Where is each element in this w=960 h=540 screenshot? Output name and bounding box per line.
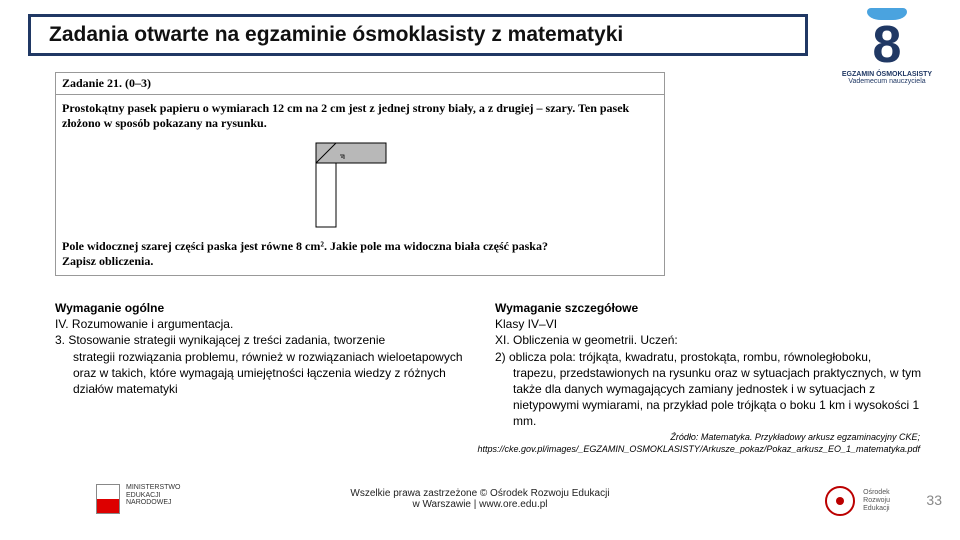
req-general-line2: 3. Stosowanie strategii wynikającej z tr…	[55, 333, 385, 347]
task-question: Pole widocznej szarej części paska jest …	[62, 239, 548, 253]
source-line2: https://cke.gov.pl/images/_EGZAMIN_OSMOK…	[477, 444, 920, 454]
page-title: Zadania otwarte na egzaminie ósmoklasist…	[28, 14, 808, 56]
logo-line2: Vademecum nauczyciela	[832, 78, 942, 85]
ministry-label: MINISTERSTWOEDUKACJINARODOWEJ	[126, 484, 180, 507]
req-detail-line3: 2) oblicza pola: trójkąta, kwadratu, pro…	[495, 350, 871, 364]
task-intro: Prostokątny pasek papieru o wymiarach 12…	[56, 95, 664, 133]
task-header: Zadanie 21. (0–3)	[56, 73, 664, 95]
page-number: 33	[926, 492, 942, 508]
requirements-detail: Wymaganie szczegółowe Klasy IV–VI XI. Ob…	[495, 300, 925, 430]
req-general-line2b: strategii rozwiązania problemu, również …	[55, 349, 475, 398]
requirements-general: Wymaganie ogólne IV. Rozumowanie i argum…	[55, 300, 475, 397]
req-detail-heading: Wymaganie szczegółowe	[495, 301, 638, 315]
copyright-text: Wszelkie prawa zastrzeżone © Ośrodek Roz…	[300, 488, 660, 510]
ore-logo: OśrodekRozwojuEdukacji	[825, 486, 890, 516]
req-general-heading: Wymaganie ogólne	[55, 301, 164, 315]
source-line1: Źródło: Matematyka. Przykładowy arkusz e…	[670, 432, 920, 442]
req-detail-line1: Klasy IV–VI	[495, 317, 557, 331]
ore-badge-icon	[825, 486, 855, 516]
poland-flag-icon	[96, 484, 120, 514]
logo-digit: 8	[832, 22, 942, 69]
folded-strip-icon	[288, 139, 408, 231]
source-citation: Źródło: Matematyka. Przykładowy arkusz e…	[300, 432, 920, 455]
req-detail-line3b: trapezu, przedstawionych na rysunku oraz…	[495, 365, 925, 430]
exam-logo: 8 EGZAMIN ÓSMOKLASISTY Vademecum nauczyc…	[832, 8, 942, 85]
ore-text: OśrodekRozwojuEdukacji	[863, 489, 890, 512]
footer: MINISTERSTWOEDUKACJINARODOWEJ Wszelkie p…	[0, 478, 960, 530]
task-instruction: Zapisz obliczenia.	[62, 254, 153, 268]
req-detail-line2: XI. Obliczenia w geometrii. Uczeń:	[495, 333, 678, 347]
task-question-block: Pole widocznej szarej części paska jest …	[56, 233, 664, 275]
task-box: Zadanie 21. (0–3) Prostokątny pasek papi…	[55, 72, 665, 276]
task-figure	[56, 133, 664, 233]
req-general-line1: IV. Rozumowanie i argumentacja.	[55, 317, 233, 331]
